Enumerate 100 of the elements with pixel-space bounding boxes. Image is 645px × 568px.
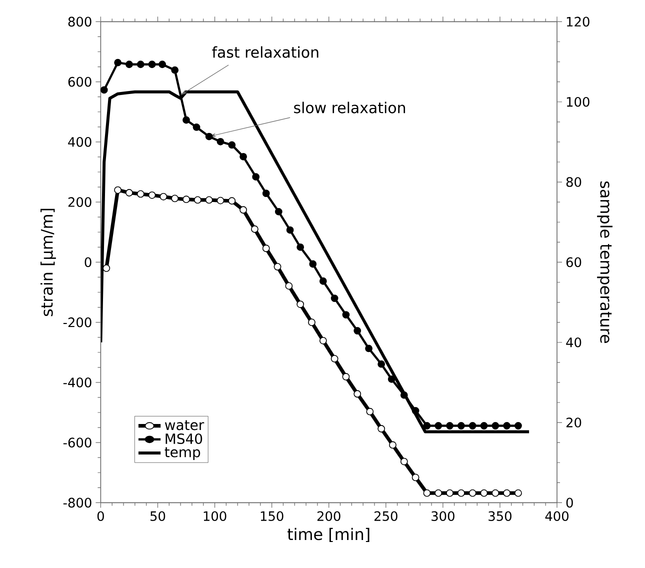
y-tick-label: -200 bbox=[63, 317, 92, 328]
point bbox=[457, 489, 465, 497]
legend-label: MS40 bbox=[166, 433, 202, 444]
x-tick-label: 100 bbox=[204, 511, 226, 522]
point bbox=[330, 294, 338, 302]
point bbox=[274, 263, 282, 270]
point bbox=[296, 300, 304, 308]
point bbox=[446, 422, 454, 430]
y2-tick-label: 100 bbox=[566, 96, 590, 107]
x-tick-label: 150 bbox=[260, 511, 284, 522]
annotation: fast relaxation bbox=[212, 46, 318, 58]
point bbox=[182, 116, 190, 124]
point bbox=[468, 489, 476, 497]
point bbox=[192, 124, 200, 131]
point bbox=[114, 186, 122, 194]
point bbox=[434, 422, 442, 430]
x-tick-label: 200 bbox=[317, 511, 340, 522]
point bbox=[412, 474, 420, 482]
point bbox=[205, 132, 213, 140]
x-axis-title: time [min] bbox=[287, 528, 370, 542]
point bbox=[319, 336, 327, 344]
y-tick-label: -400 bbox=[63, 378, 92, 388]
point bbox=[457, 422, 465, 430]
point bbox=[240, 152, 247, 160]
point bbox=[492, 422, 500, 430]
point bbox=[389, 441, 396, 449]
point bbox=[378, 360, 386, 368]
point bbox=[423, 489, 431, 497]
point bbox=[503, 422, 511, 430]
point bbox=[503, 489, 511, 497]
point bbox=[194, 196, 202, 204]
y-tick-label: -600 bbox=[63, 438, 92, 448]
point bbox=[423, 422, 431, 430]
point bbox=[342, 311, 350, 319]
y-tick-label: 600 bbox=[68, 76, 92, 87]
point bbox=[228, 141, 236, 149]
point bbox=[148, 60, 156, 68]
point bbox=[136, 60, 144, 68]
annotation: slow relaxation bbox=[294, 102, 406, 114]
point bbox=[354, 390, 362, 398]
point bbox=[160, 192, 168, 200]
x-tick-label: 300 bbox=[432, 511, 454, 522]
y2-tick-label: 40 bbox=[566, 337, 582, 348]
point bbox=[171, 194, 179, 202]
y2-tick-label: 80 bbox=[566, 177, 582, 187]
point bbox=[354, 327, 362, 334]
point bbox=[126, 189, 133, 196]
y-tick-label: 200 bbox=[68, 197, 92, 207]
point bbox=[468, 422, 476, 430]
legend-label: temp bbox=[164, 447, 200, 460]
point bbox=[378, 425, 386, 432]
point bbox=[251, 225, 258, 233]
point bbox=[514, 489, 522, 497]
x-tick-label: 50 bbox=[150, 511, 166, 522]
point bbox=[400, 391, 408, 399]
point bbox=[252, 173, 260, 181]
y-axis-title: strain [µm/m] bbox=[40, 208, 56, 316]
y2-tick-label: 20 bbox=[566, 418, 582, 428]
point bbox=[136, 190, 144, 198]
point bbox=[480, 489, 488, 497]
point bbox=[309, 260, 317, 268]
point bbox=[205, 196, 213, 204]
point bbox=[274, 208, 282, 216]
point bbox=[412, 407, 420, 414]
y-tick-label: 800 bbox=[68, 16, 92, 27]
y2-axis-title: sample temperature bbox=[597, 181, 613, 343]
point bbox=[262, 190, 270, 198]
point bbox=[400, 458, 408, 466]
x-tick-label: 400 bbox=[545, 511, 568, 522]
point bbox=[114, 58, 122, 66]
y2-tick-label: 0 bbox=[566, 498, 573, 508]
point bbox=[158, 60, 166, 68]
point bbox=[216, 138, 224, 146]
point bbox=[330, 354, 338, 362]
point bbox=[126, 60, 133, 68]
point bbox=[296, 243, 304, 251]
point bbox=[366, 408, 374, 416]
point bbox=[262, 244, 270, 252]
point bbox=[228, 197, 236, 205]
point bbox=[182, 196, 190, 204]
point bbox=[388, 375, 396, 383]
y-tick-label: 0 bbox=[84, 257, 92, 268]
y2-tick-label: 120 bbox=[566, 16, 590, 27]
point bbox=[492, 489, 500, 497]
y-tick-label: -800 bbox=[63, 498, 92, 508]
x-tick-label: 0 bbox=[97, 511, 104, 522]
point bbox=[285, 282, 293, 290]
point bbox=[286, 226, 294, 234]
point bbox=[240, 206, 247, 214]
point bbox=[100, 86, 108, 94]
point bbox=[342, 373, 350, 380]
x-tick-label: 250 bbox=[374, 511, 398, 522]
point bbox=[171, 66, 179, 74]
legend-label: water bbox=[164, 420, 204, 430]
point bbox=[514, 422, 522, 430]
point bbox=[434, 489, 442, 497]
y2-tick-label: 60 bbox=[566, 257, 582, 268]
point bbox=[319, 277, 327, 285]
point bbox=[308, 318, 316, 326]
x-tick-label: 350 bbox=[488, 511, 512, 522]
